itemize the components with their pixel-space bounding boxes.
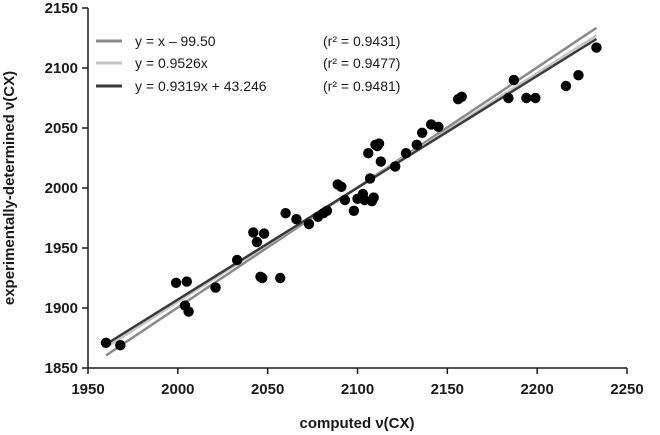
data-point (521, 92, 532, 104)
data-point (275, 272, 286, 284)
data-point (375, 156, 387, 167)
x-tick-label: 2100 (341, 381, 374, 398)
data-point (248, 227, 259, 238)
y-tick-label: 1950 (45, 240, 78, 257)
data-point (181, 276, 193, 287)
data-point (291, 214, 302, 225)
y-tick-label: 2100 (45, 60, 78, 77)
ticks: 1950 2000 2050 2100 2150 2200 2250 1850 1900 1950… (45, 0, 644, 398)
y-tick-label: 2050 (45, 120, 78, 137)
x-tick-label: 2150 (431, 381, 464, 398)
data-point (456, 91, 467, 103)
data-point (560, 80, 572, 92)
data-point (251, 236, 263, 248)
data-point (530, 92, 541, 104)
data-point (591, 42, 602, 53)
data-point (348, 205, 360, 216)
data-point (373, 138, 385, 149)
data-point (231, 254, 243, 266)
data-point (258, 228, 270, 239)
data-point (508, 74, 520, 86)
regression-lines (105, 26, 598, 357)
data-point (433, 121, 444, 132)
data-point (303, 218, 315, 230)
y-tick-label: 2150 (45, 0, 78, 17)
data-point (364, 173, 376, 184)
data-point (368, 192, 379, 203)
legend-r2: (r² = 0.9477) (323, 55, 400, 71)
x-tick-label: 1950 (71, 381, 104, 398)
y-tick-label: 1850 (45, 360, 78, 377)
x-tick-label: 2000 (161, 381, 194, 398)
data-point (573, 70, 584, 81)
legend-r2: (r² = 0.9481) (323, 78, 400, 94)
data-point (503, 92, 514, 104)
legend: y = x – 99.50 (r² = 0.9431) y = 0.9526x (r²… (96, 33, 400, 94)
legend-equation: y = x – 99.50 (135, 33, 216, 49)
data-point (390, 161, 401, 172)
x-tick-label: 2200 (520, 381, 553, 398)
x-tick-label: 2050 (251, 381, 284, 398)
data-point (339, 194, 351, 206)
regression-line-3 (105, 37, 598, 346)
data-point (336, 181, 347, 192)
data-point (170, 277, 182, 288)
data-point (411, 139, 422, 150)
data-point (257, 272, 268, 284)
data-points (100, 42, 602, 351)
data-point (416, 127, 428, 138)
y-tick-label: 2000 (45, 180, 78, 197)
x-tick-label: 2250 (610, 381, 643, 398)
data-point (363, 148, 374, 159)
data-point (100, 337, 112, 348)
legend-r2: (r² = 0.9431) (323, 33, 400, 49)
data-point (400, 148, 412, 159)
y-tick-label: 1900 (45, 300, 78, 317)
legend-equation: y = 0.9526x (135, 55, 208, 71)
data-point (183, 306, 194, 317)
data-point (210, 282, 221, 293)
legend-equation: y = 0.9319x + 43.246 (135, 78, 267, 94)
x-axis-title: computed ν(CX) (299, 415, 414, 432)
data-point (280, 208, 291, 219)
data-point (115, 340, 126, 351)
data-point (321, 205, 333, 216)
y-axis-title: experimentally-determined ν(CX) (1, 71, 18, 305)
